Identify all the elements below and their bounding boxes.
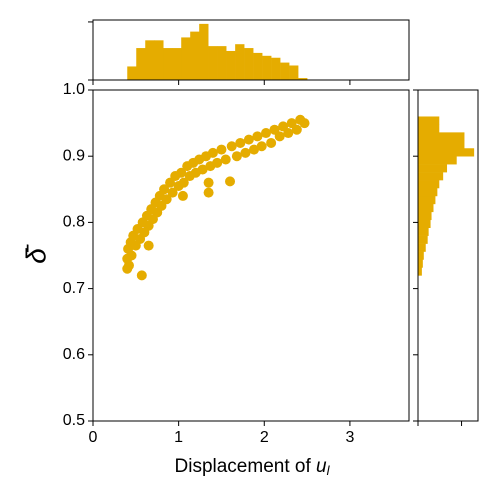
x-tick-label: 3 (345, 429, 354, 446)
x-label-sub: l (327, 463, 331, 478)
point (283, 128, 294, 139)
point (220, 154, 231, 165)
x-tick-label: 1 (174, 429, 183, 446)
hist-bar (235, 44, 245, 80)
main-frame (92, 89, 410, 422)
x-tick-label: 2 (260, 429, 269, 446)
hist-bar (418, 187, 438, 197)
hist-bar (418, 235, 428, 244)
hist-bar (136, 48, 146, 80)
point (203, 187, 214, 198)
hist-bar (217, 46, 227, 80)
point (143, 240, 154, 251)
hist-bar (271, 57, 281, 80)
x-label-var: u (316, 456, 327, 477)
hist-bar (127, 66, 137, 80)
x-tick-label: 0 (89, 429, 98, 446)
hist-bar (418, 140, 465, 149)
hist-bar (418, 227, 429, 236)
point (126, 250, 137, 261)
point (274, 131, 285, 142)
x-label-text: Displacement of (175, 456, 317, 477)
point (159, 184, 170, 195)
y-tick-label: 0.6 (63, 346, 85, 363)
y-tick-label: 0.8 (63, 214, 85, 231)
hist-bar (418, 116, 440, 125)
y-tick-label: 0.9 (63, 147, 85, 164)
hist-bar (418, 148, 475, 157)
hist-bar (418, 124, 440, 133)
hist-bar (244, 48, 254, 80)
point (240, 147, 251, 158)
point (226, 141, 237, 152)
point (176, 167, 187, 178)
point (136, 270, 147, 281)
hist-bar (172, 48, 182, 80)
point (225, 176, 236, 187)
point (266, 137, 277, 148)
hist-bar (418, 132, 465, 141)
hist-bar (418, 195, 436, 205)
hist-bar (418, 267, 422, 276)
point (256, 141, 267, 152)
hist-bar (418, 259, 423, 268)
point (177, 190, 188, 201)
hist-bar (418, 251, 424, 260)
point (197, 164, 208, 175)
hist-bar (190, 31, 200, 80)
hist-bar (181, 37, 191, 80)
hist-bar (280, 62, 290, 80)
point (260, 128, 271, 139)
hist-bar (418, 164, 448, 173)
hist-bar (418, 219, 431, 228)
hist-bar (418, 203, 434, 213)
right-frame (417, 89, 479, 422)
y-tick-label: 0.5 (63, 412, 85, 429)
hist-bar (163, 48, 173, 80)
hist-bar (208, 46, 218, 80)
hist-bar (226, 50, 236, 80)
hist-bar (418, 172, 444, 181)
hist-bar (298, 78, 308, 80)
point (299, 118, 310, 129)
y-tick-label: 1.0 (63, 81, 85, 98)
point (203, 177, 214, 188)
hist-bar (418, 243, 426, 252)
point (291, 124, 302, 135)
x-axis-label: Displacement of ul (175, 456, 331, 478)
hist-bar (418, 156, 457, 165)
point (231, 151, 242, 162)
y-tick-label: 0.7 (63, 280, 85, 297)
hist-bar (145, 40, 155, 80)
point (207, 147, 218, 158)
y-axis-label: δ̄ (20, 244, 51, 264)
point (161, 194, 172, 205)
hist-bar (289, 65, 299, 80)
point (252, 131, 263, 142)
point (123, 260, 134, 271)
point (235, 137, 246, 148)
point (167, 187, 178, 198)
point (178, 177, 189, 188)
hist-bar (418, 211, 432, 221)
hist-bar (418, 180, 440, 189)
point (216, 144, 227, 155)
hist-bar (262, 55, 272, 80)
top-frame (92, 19, 410, 81)
hist-bar (154, 40, 164, 80)
point (248, 144, 259, 155)
point (212, 157, 223, 168)
point (243, 134, 254, 145)
hist-bar (253, 52, 263, 80)
hist-bar (199, 23, 209, 80)
